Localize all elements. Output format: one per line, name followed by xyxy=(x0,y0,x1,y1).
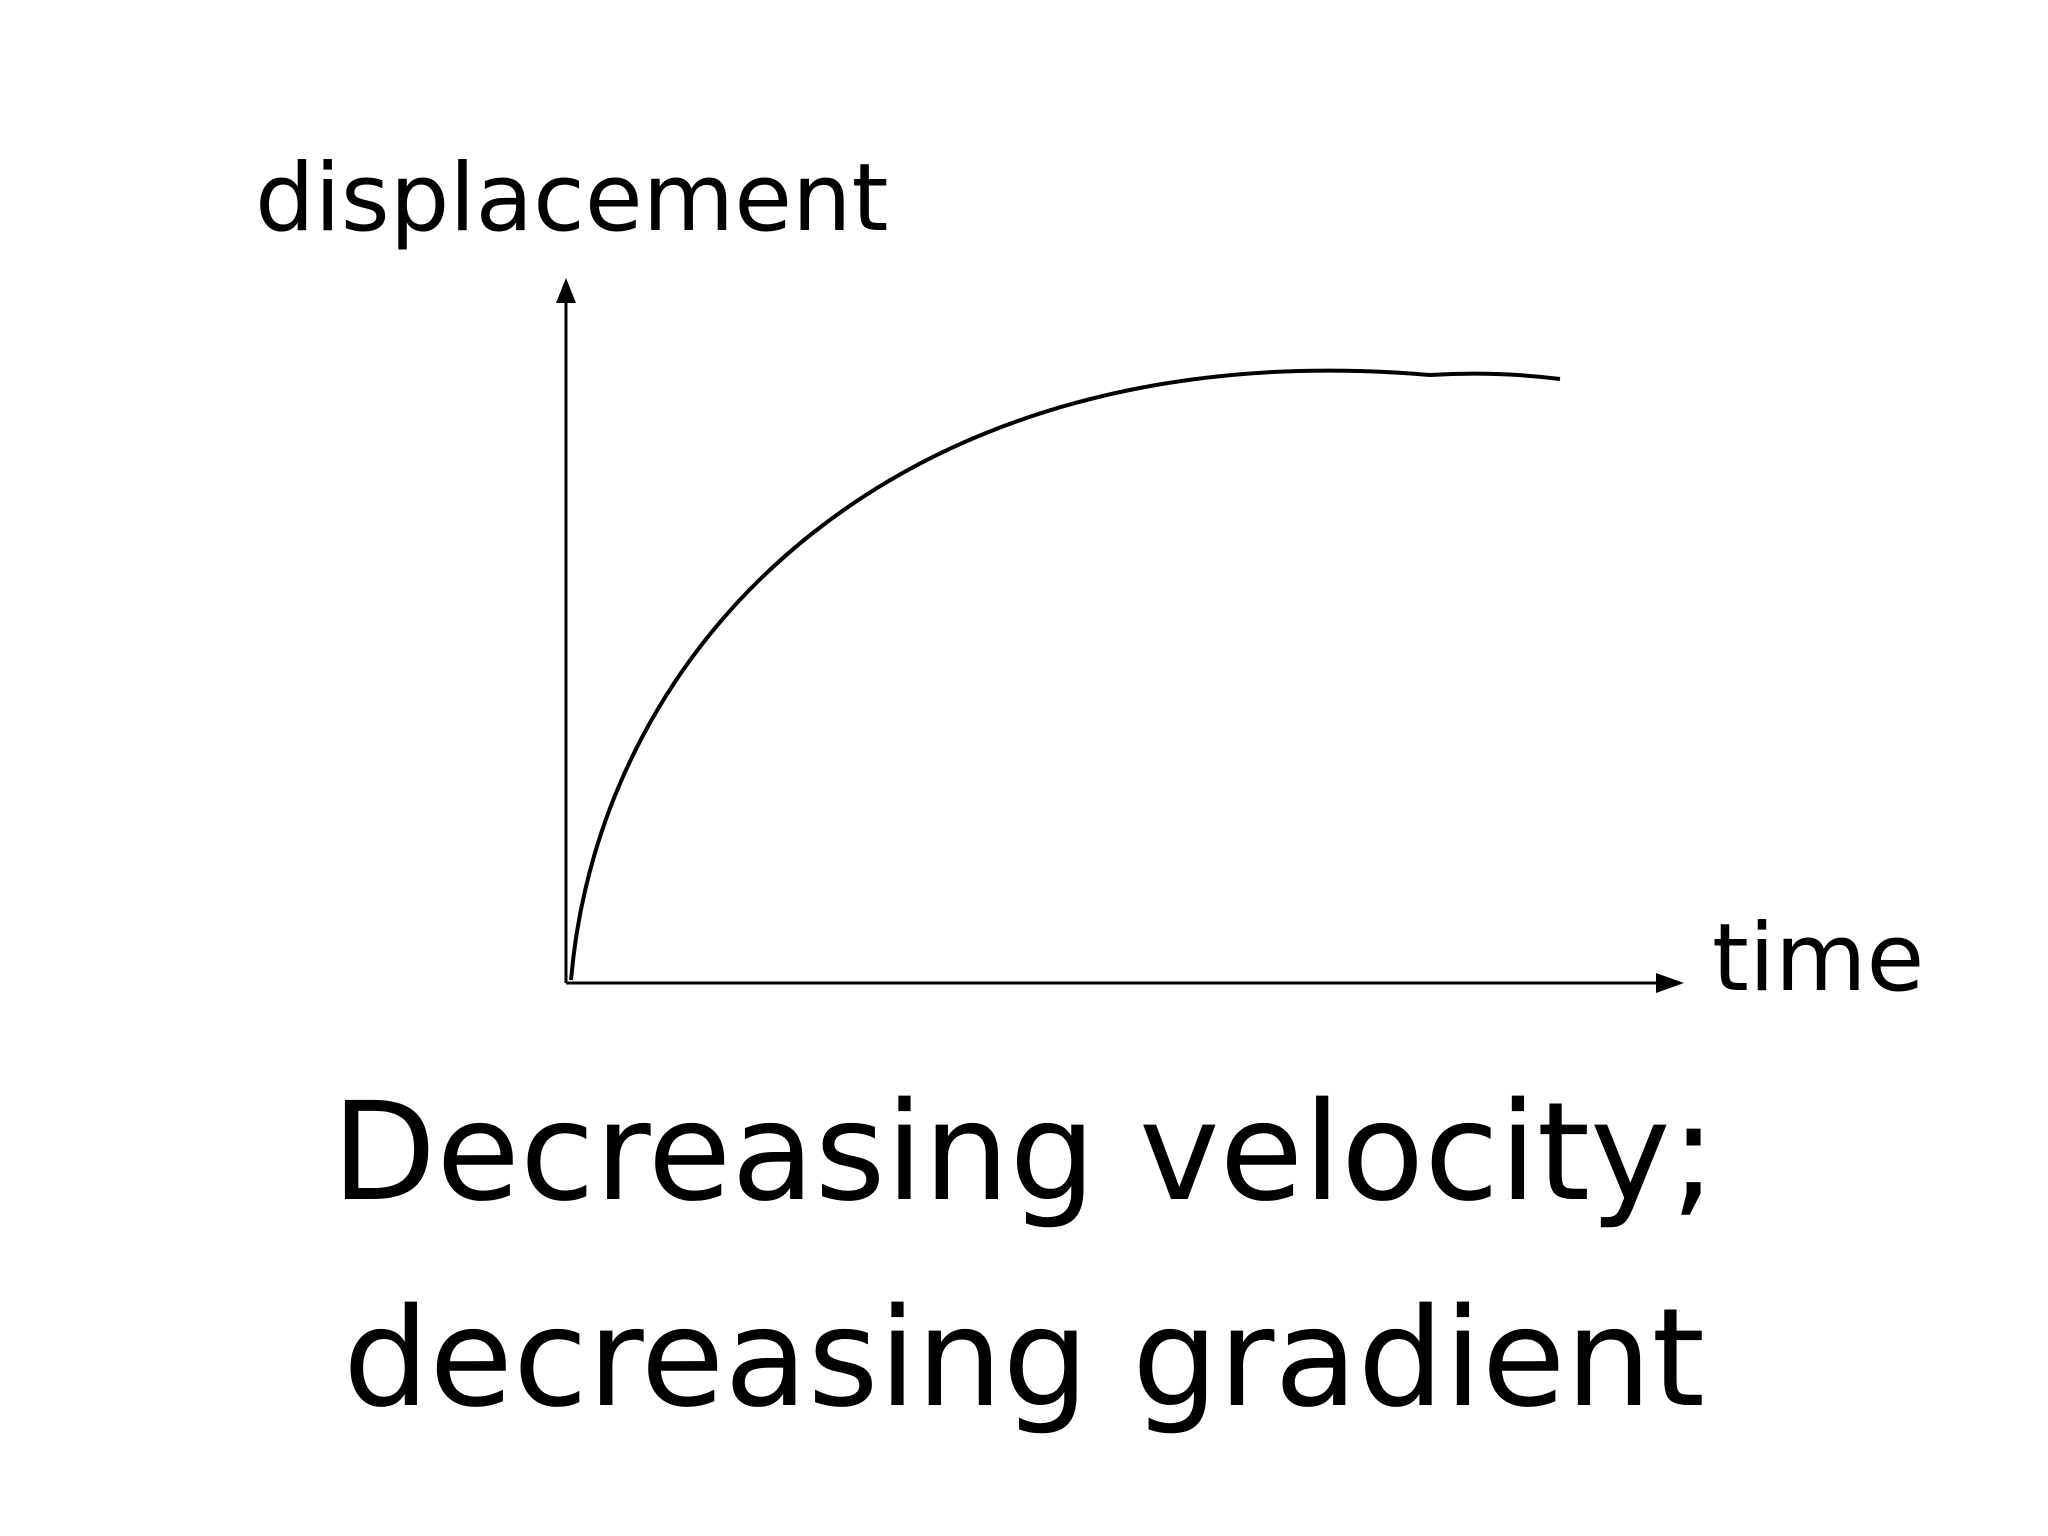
caption-line-1: Decreasing velocity; xyxy=(331,1074,1717,1232)
caption: Decreasing velocity; decreasing gradient xyxy=(0,1050,2048,1462)
y-axis-label: displacement xyxy=(255,144,889,253)
x-axis-label: time xyxy=(1712,904,1925,1013)
caption-line-2: decreasing gradient xyxy=(343,1280,1705,1438)
y-axis-arrowhead-icon xyxy=(556,278,576,303)
displacement-curve xyxy=(569,368,1561,981)
x-axis-arrowhead-icon xyxy=(1656,973,1684,993)
